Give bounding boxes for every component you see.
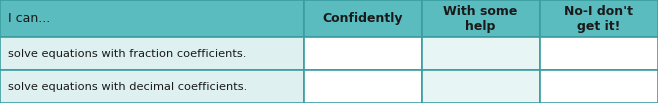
Text: I can...: I can... (8, 12, 50, 25)
Bar (540, 70, 658, 103)
Bar (540, 37, 658, 70)
Bar (304, 37, 422, 70)
Bar (0, 0, 304, 37)
Text: Confidently: Confidently (322, 12, 403, 25)
Bar (540, 0, 658, 37)
Bar (422, 0, 540, 37)
Bar (304, 70, 422, 103)
Bar (0, 37, 304, 70)
Text: solve equations with decimal coefficients.: solve equations with decimal coefficient… (8, 81, 247, 92)
Text: No-I don't
get it!: No-I don't get it! (565, 5, 633, 33)
Bar (304, 0, 422, 37)
Bar (0, 70, 304, 103)
Bar (422, 70, 540, 103)
Bar (422, 37, 540, 70)
Text: With some
help: With some help (443, 5, 518, 33)
Text: solve equations with fraction coefficients.: solve equations with fraction coefficien… (8, 49, 246, 59)
